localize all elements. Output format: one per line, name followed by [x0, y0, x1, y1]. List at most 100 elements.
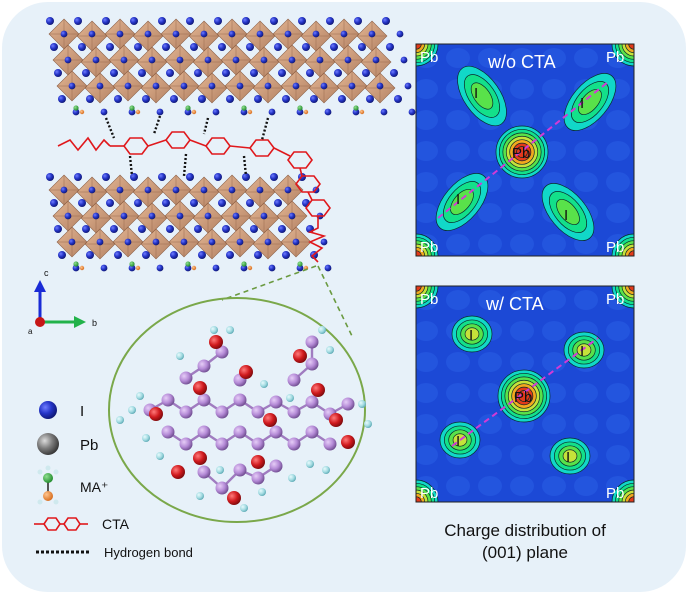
hydrogen-atom	[116, 416, 124, 424]
iodide-atom	[186, 17, 194, 25]
iodide-atom	[68, 238, 76, 246]
perovskite-slab-top	[46, 17, 416, 116]
iodide-atom	[88, 186, 96, 194]
map2-corner-label-br: Pb	[606, 485, 624, 502]
map1-corner-label-tl: Pb	[420, 49, 438, 66]
carbon-atom	[179, 437, 193, 451]
iodide-atom	[134, 43, 142, 51]
oxygen-atom	[193, 381, 207, 395]
iodide-atom	[198, 95, 206, 103]
map1-center-label: Pb	[512, 145, 530, 162]
iodide-atom	[274, 43, 282, 51]
iodide-atom	[78, 199, 86, 207]
iodide-atom	[348, 82, 356, 90]
charge-map-without-cta	[416, 44, 634, 256]
carbon-atom	[233, 425, 247, 439]
map2-iodide-label-4: I	[566, 449, 570, 466]
charge-map-with-cta	[416, 286, 634, 502]
iodide-atom	[46, 173, 54, 181]
iodide-atom	[148, 56, 156, 64]
iodide-atom	[200, 186, 208, 194]
iodide-atom	[138, 225, 146, 233]
carbon-atom	[305, 357, 319, 371]
iodide-atom	[274, 199, 282, 207]
iodide-atom	[340, 30, 348, 38]
iodide-atom	[106, 43, 114, 51]
iodide-atom	[232, 56, 240, 64]
map1-labels: w/o CTA Pb Pb Pb Pb Pb I I I I	[420, 49, 624, 256]
iodide-atom	[268, 264, 276, 272]
map2-corner-label-tl: Pb	[420, 291, 438, 308]
iodide-atom	[130, 17, 138, 25]
iodide-atom	[124, 82, 132, 90]
iodide-atom	[74, 17, 82, 25]
iodide-atom	[114, 95, 122, 103]
iodide-atom	[54, 225, 62, 233]
ma-cation	[247, 109, 253, 115]
iodide-atom	[64, 56, 72, 64]
carbon-atom	[197, 425, 211, 439]
iodide-atom	[366, 95, 374, 103]
perovskite-slab-bottom	[46, 173, 332, 272]
iodide-atom	[208, 238, 216, 246]
hydrogen-atom	[156, 452, 164, 460]
iodide-atom	[144, 30, 152, 38]
legend-ma-icon	[37, 465, 59, 505]
map2-center-label: Pb	[514, 389, 532, 406]
iodide-atom	[296, 264, 304, 272]
hydrogen-atom	[306, 460, 314, 468]
legend-hbond-label: Hydrogen bond	[104, 545, 193, 560]
iodide-atom	[358, 43, 366, 51]
iodide-atom	[324, 264, 332, 272]
iodide-atom	[240, 264, 248, 272]
iodide-atom	[134, 199, 142, 207]
map2-iodide-label-3: I	[456, 433, 460, 450]
ma-cation	[129, 261, 135, 267]
iodide-atom	[380, 108, 388, 116]
pb-i-dashed-line-1	[437, 81, 609, 219]
oxygen-atom	[341, 435, 355, 449]
ma-cation	[185, 105, 191, 111]
carbon-atom	[179, 371, 193, 385]
iodide-atom	[376, 82, 384, 90]
carbon-atom	[215, 481, 229, 495]
iodide-atom	[78, 43, 86, 51]
carbon-atom	[305, 335, 319, 349]
iodide-atom	[354, 17, 362, 25]
caption-line-1: Charge distribution of	[444, 521, 606, 540]
carbon-atom	[233, 393, 247, 407]
iodide-atom	[166, 225, 174, 233]
carbon-atom	[287, 373, 301, 387]
iodide-atom	[254, 251, 262, 259]
iodide-atom	[58, 95, 66, 103]
iodide-atom	[156, 108, 164, 116]
hydrogen-atom	[358, 400, 366, 408]
iodide-atom	[368, 30, 376, 38]
oxygen-atom	[193, 451, 207, 465]
map2-corner-label-bl: Pb	[420, 485, 438, 502]
hydrogen-atom	[210, 326, 218, 334]
carbon-atom	[305, 425, 319, 439]
cta-molecule-model	[116, 326, 372, 512]
carbon-atom	[215, 437, 229, 451]
iodide-atom	[232, 212, 240, 220]
iodide-atom	[180, 238, 188, 246]
oxygen-atom	[293, 349, 307, 363]
iodide-atom	[58, 251, 66, 259]
axis-label-a: a	[28, 327, 33, 336]
iodide-atom	[278, 69, 286, 77]
charge-map-caption: Charge distribution of (001) plane	[410, 520, 640, 564]
legend: I Pb MA⁺ CTA	[34, 401, 193, 560]
iodide-atom	[198, 251, 206, 259]
oxygen-atom	[171, 465, 185, 479]
caption-line-2: (001) plane	[481, 543, 568, 562]
ma-cation	[129, 105, 135, 111]
hydrogen-atom	[318, 326, 326, 334]
iodide-atom	[106, 199, 114, 207]
iodide-atom	[256, 186, 264, 194]
map1-iodide-label-4: I	[564, 207, 568, 224]
carbon-atom	[341, 397, 355, 411]
iodide-atom	[208, 82, 216, 90]
iodide-atom	[180, 82, 188, 90]
